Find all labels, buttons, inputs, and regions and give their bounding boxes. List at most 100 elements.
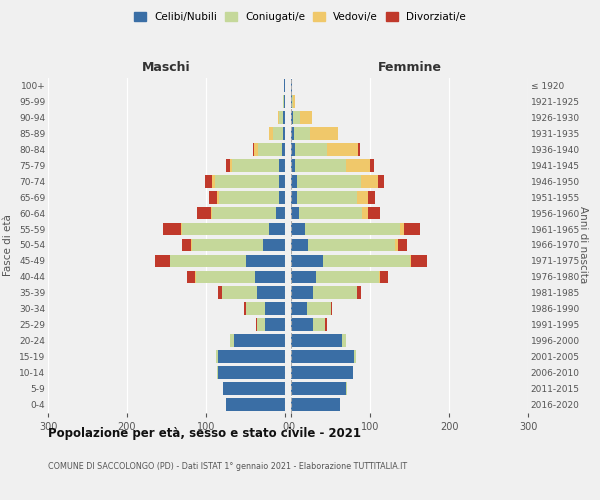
Bar (181, 222, 182, 235)
Bar (295, 159, 346, 172)
Bar (291, 350, 354, 363)
Bar (305, 222, 400, 235)
Bar (308, 238, 395, 252)
Bar (278, 111, 280, 124)
Bar (278, 191, 285, 203)
Bar (244, 302, 245, 315)
Bar (343, 334, 346, 347)
Bar (182, 222, 269, 235)
Bar (187, 270, 195, 283)
Bar (269, 127, 273, 140)
Bar (379, 270, 380, 283)
Bar (291, 191, 298, 203)
Bar (258, 143, 282, 156)
Bar (292, 95, 293, 108)
Bar (354, 350, 356, 363)
Bar (291, 254, 323, 268)
Bar (232, 159, 280, 172)
Bar (291, 206, 299, 220)
Bar (265, 318, 285, 331)
Bar (410, 254, 411, 268)
Bar (223, 382, 285, 395)
Bar (291, 127, 294, 140)
Bar (370, 159, 374, 172)
Bar (211, 206, 212, 220)
Bar (273, 127, 283, 140)
Bar (265, 302, 285, 315)
Bar (226, 398, 285, 411)
Bar (284, 79, 285, 92)
Bar (182, 238, 191, 252)
Bar (254, 143, 258, 156)
Bar (257, 318, 265, 331)
Bar (291, 159, 295, 172)
Bar (299, 111, 311, 124)
Bar (280, 111, 283, 124)
Bar (299, 206, 362, 220)
Bar (283, 127, 285, 140)
Bar (233, 334, 285, 347)
Bar (291, 175, 298, 188)
Bar (316, 270, 379, 283)
Bar (298, 191, 356, 203)
Bar (294, 127, 310, 140)
Y-axis label: Fasce di età: Fasce di età (4, 214, 13, 276)
Bar (378, 175, 384, 188)
Bar (217, 191, 220, 203)
Bar (205, 175, 212, 188)
Bar (356, 286, 361, 299)
Bar (362, 206, 368, 220)
Bar (284, 95, 285, 108)
Bar (361, 175, 378, 188)
Bar (195, 270, 196, 283)
Bar (411, 254, 427, 268)
Y-axis label: Anni di nascita: Anni di nascita (578, 206, 589, 284)
Bar (313, 286, 356, 299)
Bar (291, 95, 292, 108)
Bar (325, 318, 326, 331)
Bar (291, 334, 343, 347)
Bar (293, 95, 295, 108)
Bar (291, 79, 292, 92)
Bar (398, 238, 407, 252)
Text: Popolazione per età, sesso e stato civile - 2021: Popolazione per età, sesso e stato civil… (48, 428, 361, 440)
Bar (218, 286, 222, 299)
Bar (197, 206, 211, 220)
Bar (255, 270, 285, 283)
Bar (257, 286, 285, 299)
Bar (331, 302, 332, 315)
Bar (291, 382, 346, 395)
Bar (291, 143, 295, 156)
Bar (226, 159, 230, 172)
Bar (217, 366, 218, 379)
Legend: Celibi/Nubili, Coniugati/e, Vedovi/e, Divorziati/e: Celibi/Nubili, Coniugati/e, Vedovi/e, Di… (130, 8, 470, 26)
Bar (291, 286, 313, 299)
Bar (282, 143, 285, 156)
Bar (283, 111, 285, 124)
Bar (280, 159, 285, 172)
Bar (230, 334, 233, 347)
Bar (313, 318, 325, 331)
Bar (298, 175, 361, 188)
Bar (368, 206, 380, 220)
Bar (291, 398, 340, 411)
Bar (346, 159, 370, 172)
Bar (245, 254, 285, 268)
Bar (291, 111, 293, 124)
Bar (230, 159, 232, 172)
Bar (291, 222, 305, 235)
Bar (307, 302, 331, 315)
Bar (163, 222, 181, 235)
Bar (216, 350, 218, 363)
Bar (253, 143, 254, 156)
Title: Maschi: Maschi (142, 60, 191, 74)
Bar (291, 238, 308, 252)
Bar (404, 222, 420, 235)
Bar (326, 143, 358, 156)
Bar (358, 143, 360, 156)
Bar (283, 95, 284, 108)
Bar (220, 191, 278, 203)
Bar (275, 206, 285, 220)
Bar (269, 222, 285, 235)
Bar (356, 191, 368, 203)
